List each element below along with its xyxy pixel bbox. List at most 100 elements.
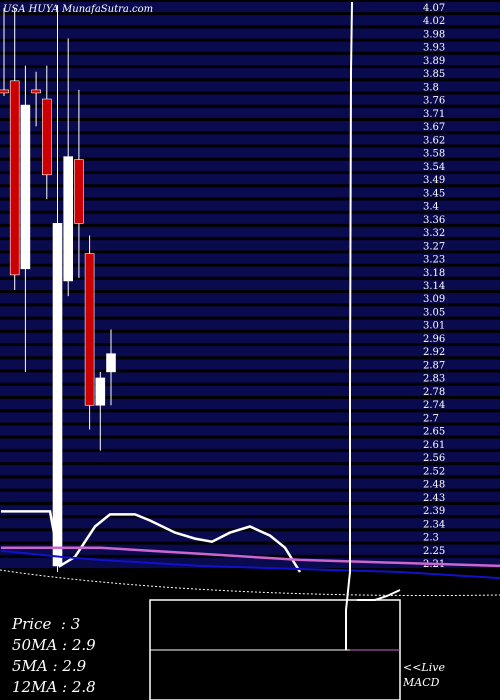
price-band — [0, 81, 500, 92]
candle-body — [9, 80, 20, 276]
candle-body — [41, 98, 52, 176]
price-band — [0, 544, 500, 555]
ma50-label: 50MA — [12, 636, 58, 654]
y-tick-label: 2.87 — [423, 360, 445, 371]
ma5-label: 5MA — [12, 657, 48, 675]
y-tick-label: 3.58 — [423, 149, 445, 160]
price-band — [0, 465, 500, 476]
y-tick-label: 3.67 — [423, 122, 445, 133]
price-band — [0, 478, 500, 489]
price-band — [0, 438, 500, 449]
price-band — [0, 200, 500, 211]
ma12-value: 2.8 — [71, 678, 96, 696]
y-tick-label: 4.02 — [423, 16, 445, 27]
macd-histogram-line — [357, 589, 401, 601]
price-band — [0, 425, 500, 436]
y-tick-label: 3.01 — [423, 321, 445, 332]
price-band — [0, 174, 500, 185]
candle-body — [74, 159, 84, 224]
candle-body — [84, 253, 95, 406]
price-band — [0, 107, 500, 118]
y-tick-label: 3.09 — [423, 294, 445, 305]
price-band — [0, 240, 500, 251]
price-band — [0, 491, 500, 502]
price-value: 3 — [70, 615, 81, 633]
price-band — [0, 134, 500, 145]
candle-body — [20, 104, 31, 270]
price-band — [0, 385, 500, 396]
ma12-readout: 12MA : 2.8 — [12, 678, 96, 696]
price-band — [0, 160, 500, 171]
ma-long-line — [0, 549, 500, 580]
price-band — [0, 372, 500, 383]
price-band — [0, 359, 500, 370]
ma50-value: 2.9 — [71, 636, 96, 654]
y-tick-label: 2.52 — [423, 466, 445, 477]
y-tick-label: 2.78 — [423, 387, 445, 398]
price-band — [0, 28, 500, 39]
price-bands — [0, 1, 500, 569]
y-tick-label: 2.48 — [423, 480, 445, 491]
price-band — [0, 557, 500, 569]
price-band — [0, 504, 500, 516]
y-tick-label: 3.36 — [423, 215, 445, 226]
ma-short-line — [1, 510, 302, 573]
lower-envelope-line — [0, 569, 500, 597]
macd-line — [345, 1, 353, 650]
y-tick-label: 3.85 — [423, 69, 445, 80]
y-tick-label: 3.32 — [423, 228, 445, 239]
ma12-label: 12MA — [12, 678, 58, 696]
candle-body — [52, 223, 63, 567]
price-band — [0, 279, 500, 291]
y-tick-label: 2.3 — [423, 533, 439, 544]
y-tick-label: 2.61 — [423, 440, 445, 451]
y-tick-label: 2.83 — [423, 374, 445, 385]
y-tick-label: 3.18 — [423, 268, 445, 279]
price-band — [0, 412, 500, 423]
price-band — [0, 121, 500, 132]
y-tick-label: 3.54 — [423, 162, 445, 173]
y-tick-label: 2.43 — [423, 493, 445, 504]
candle-body — [63, 156, 74, 282]
price-band — [0, 226, 500, 238]
moving-averages — [0, 510, 500, 597]
macd-label: MACD — [403, 676, 440, 689]
price-band — [0, 41, 500, 52]
price-band — [0, 15, 500, 26]
price-band — [0, 346, 500, 357]
y-tick-label: 3.23 — [423, 255, 445, 266]
y-tick-label: 2.92 — [423, 347, 445, 358]
price-band — [0, 452, 500, 463]
y-tick-label: 3.98 — [423, 30, 445, 41]
candlesticks — [0, 5, 116, 572]
y-tick-label: 3.45 — [423, 188, 445, 199]
y-tick-label: 4.07 — [423, 3, 445, 14]
y-tick-label: 2.7 — [423, 413, 439, 424]
price-band — [0, 54, 500, 65]
price-band — [0, 306, 500, 317]
y-tick-label: 3.62 — [423, 135, 445, 146]
y-tick-label: 3.4 — [423, 202, 439, 213]
price-band — [0, 518, 500, 529]
ma5-value: 2.9 — [62, 657, 87, 675]
macd-panel — [149, 1, 401, 700]
y-tick-label: 3.27 — [423, 241, 445, 252]
price-band — [0, 399, 500, 410]
candle-body — [31, 89, 41, 94]
y-tick-label: 3.76 — [423, 96, 445, 107]
y-tick-label: 2.34 — [423, 519, 445, 530]
price-band — [0, 319, 500, 330]
candle-body — [106, 353, 116, 373]
price-readout: Price : 3 — [12, 615, 81, 633]
y-tick-label: 2.39 — [423, 506, 445, 517]
price-band — [0, 266, 500, 277]
price-band — [0, 68, 500, 79]
price-band — [0, 187, 500, 198]
y-tick-label: 3.05 — [423, 308, 445, 319]
ma-mid-line — [1, 546, 500, 568]
macd-live-label: <<Live — [403, 661, 445, 674]
y-tick-label: 2.56 — [423, 453, 445, 464]
y-tick-label: 2.96 — [423, 334, 445, 345]
